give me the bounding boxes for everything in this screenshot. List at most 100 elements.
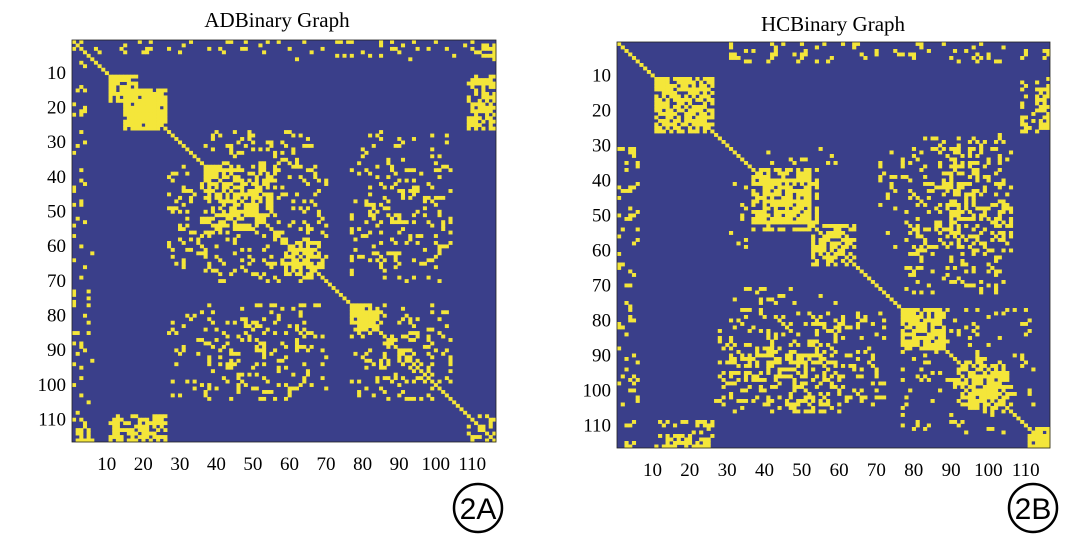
heatmap-cell [971, 213, 976, 218]
heatmap-cell [170, 320, 175, 325]
heatmap-cell [788, 192, 793, 197]
heatmap-cell [900, 336, 905, 340]
heatmap-cell [952, 199, 958, 204]
heatmap-cell [225, 175, 230, 180]
heatmap-cell [904, 311, 909, 316]
heatmap-cell [284, 268, 289, 273]
heatmap-cell [941, 140, 946, 144]
y-tick-label: 110 [38, 409, 66, 430]
heatmap-cell [1027, 444, 1032, 449]
heatmap-cell [732, 150, 737, 155]
heatmap-cell [926, 339, 931, 344]
heatmap-cell [844, 325, 849, 330]
heatmap-cell [353, 199, 358, 204]
heatmap-cell [243, 206, 248, 211]
heatmap-cell [1046, 49, 1051, 53]
heatmap-cell [900, 367, 905, 372]
heatmap-cell [1023, 94, 1028, 99]
heatmap-cell [251, 258, 256, 263]
heatmap-cell [112, 428, 117, 433]
heatmap-cell [225, 185, 230, 190]
heatmap-cell [305, 143, 310, 148]
heatmap-cell [755, 364, 760, 368]
heatmap-cell [1001, 402, 1006, 407]
heatmap-cell [814, 182, 819, 186]
heatmap-cell [433, 254, 438, 259]
heatmap-cell [163, 109, 168, 114]
heatmap-cell [997, 336, 1002, 340]
heatmap-cell [915, 308, 920, 312]
heatmap-cell [236, 358, 241, 363]
heatmap-cell [262, 213, 267, 218]
heatmap-panel-1: HCBinary Graph10203040506070809010011010… [583, 12, 1059, 534]
heatmap-cell [893, 189, 898, 193]
heatmap-cell [695, 444, 700, 449]
heatmap-cell [115, 431, 120, 436]
heatmap-cell [747, 287, 752, 291]
heatmap-cell [941, 182, 946, 186]
heatmap-cell [415, 189, 420, 193]
heatmap-cell [203, 247, 208, 252]
heatmap-cell [911, 311, 917, 316]
heatmap-cell [159, 116, 164, 121]
heatmap-cell [814, 318, 819, 323]
heatmap-cell [368, 202, 373, 207]
heatmap-cell [163, 435, 168, 439]
heatmap-cell [997, 392, 1002, 396]
heatmap-cell [393, 254, 398, 259]
heatmap-cell [934, 315, 939, 319]
heatmap-cell [702, 115, 707, 120]
heatmap-cell [145, 109, 150, 114]
heatmap-cell [691, 94, 696, 99]
heatmap-cell [232, 223, 237, 228]
heatmap-cell [174, 199, 179, 204]
heatmap-cell [199, 216, 204, 221]
heatmap-cell [803, 196, 808, 200]
heatmap-frame [71, 39, 497, 443]
heatmap-cell [364, 234, 369, 238]
heatmap-cell [236, 216, 241, 221]
heatmap-cell [624, 332, 629, 337]
heatmap-cell [1005, 241, 1010, 246]
heatmap-cell [908, 161, 913, 165]
heatmap-cell [349, 313, 354, 318]
heatmap-cell [964, 360, 969, 365]
heatmap-cell [1027, 437, 1032, 442]
heatmap-cell [273, 230, 278, 235]
heatmap-cell [971, 248, 976, 253]
heatmap-cell [829, 329, 834, 333]
heatmap-cell [123, 119, 128, 124]
heatmap-cell [390, 341, 395, 346]
x-tick-label: 70 [867, 460, 886, 481]
heatmap-cell [758, 301, 763, 305]
heatmap-cell [635, 210, 640, 214]
heatmap-cell [130, 414, 135, 419]
heatmap-cell [126, 421, 131, 426]
heatmap-cell [773, 199, 778, 204]
heatmap-cell [840, 315, 846, 319]
heatmap-cell [397, 383, 402, 387]
heatmap-cell [262, 216, 267, 221]
heatmap-cell [904, 395, 909, 400]
heatmap-cell [1001, 234, 1006, 239]
heatmap-cell [840, 245, 846, 249]
heatmap-cell [1008, 150, 1014, 155]
heatmap-cell [964, 192, 969, 197]
heatmap-cell [658, 119, 663, 123]
y-tick-label: 20 [592, 100, 611, 121]
heatmap-cell [126, 98, 131, 103]
heatmap-cell [163, 428, 168, 433]
heatmap-cell [254, 362, 259, 367]
heatmap-cell [654, 126, 659, 130]
heatmap-cell [631, 154, 637, 158]
heatmap-cell [218, 272, 223, 277]
heatmap-cell [628, 283, 633, 288]
heatmap-cell [848, 395, 853, 400]
heatmap-cell [837, 227, 842, 232]
heatmap-cell [108, 85, 113, 89]
heatmap-cell [276, 279, 281, 283]
heatmap-cell [665, 126, 670, 130]
heatmap-cell [728, 42, 734, 46]
heatmap-cell [661, 122, 666, 127]
heatmap-cell [305, 247, 310, 252]
